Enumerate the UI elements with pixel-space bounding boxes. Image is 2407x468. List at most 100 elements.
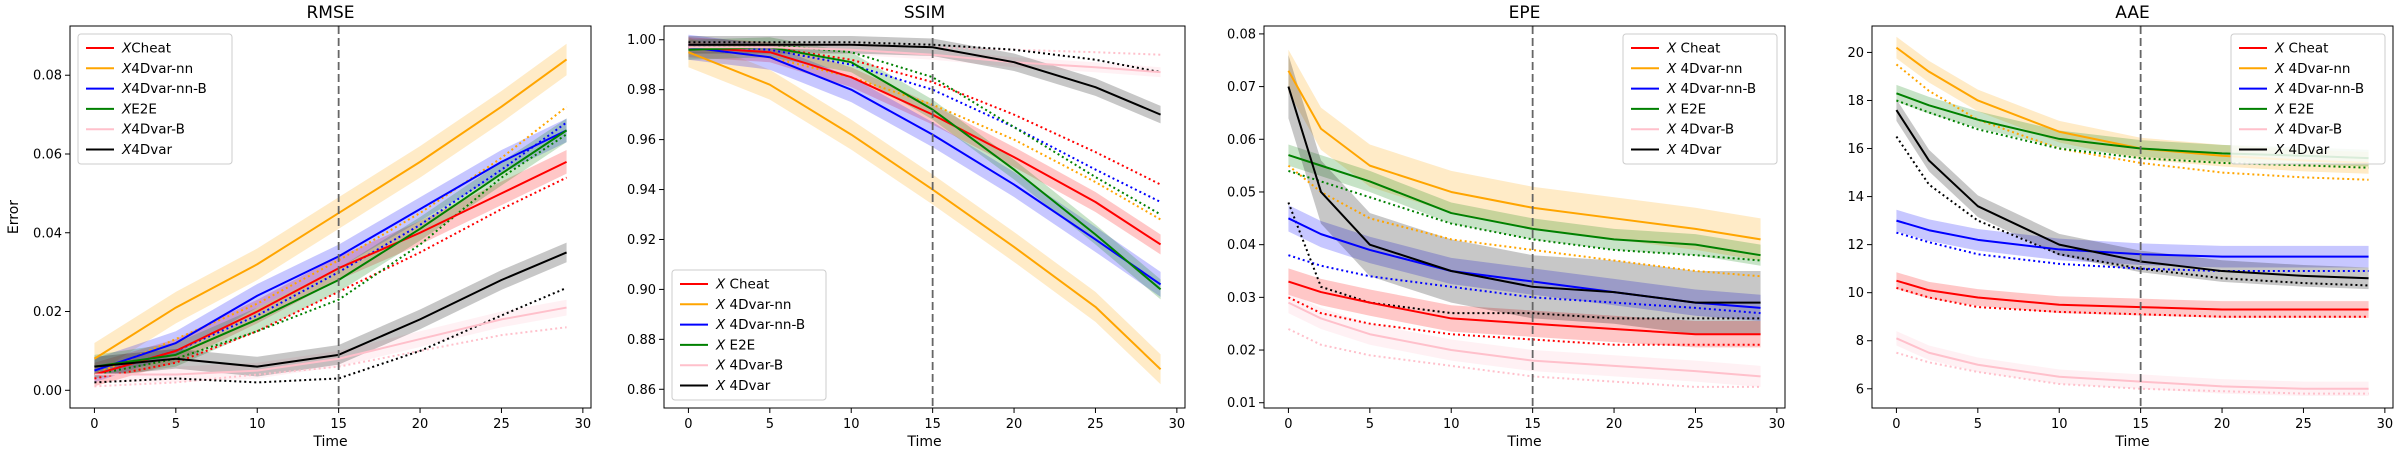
legend-label-cheat: X Cheat (715, 277, 769, 293)
axes-frame (69, 25, 592, 409)
band-4dvar-nn-b (1896, 209, 2369, 268)
dotted-line-4dvar-nn (1895, 63, 2369, 181)
legend-prefix: X (1666, 142, 1677, 158)
chart-title: SSIM (904, 3, 945, 23)
y-tick-label: 10 (1847, 286, 1864, 301)
legend-prefix: X (1666, 41, 1677, 57)
legend-label-4dvar-nn: X 4Dvar-nn (2274, 61, 2350, 77)
legend-label-4dvar-nn: X 4Dvar-nn (715, 297, 791, 313)
y-tick-label: 0.04 (33, 226, 62, 241)
y-tick-label: 0.98 (627, 83, 656, 98)
legend-label-4dvar: X 4Dvar (715, 378, 771, 394)
legend-prefix: X (1666, 101, 1677, 117)
dotted-line-e2e (94, 133, 568, 376)
line-4dvar-nn (1287, 70, 1761, 241)
y-axis-label: Error (6, 200, 22, 234)
x-tick-label: 0 (1892, 417, 1900, 432)
x-tick-label: 10 (249, 417, 266, 432)
x-tick-label: 30 (2377, 417, 2394, 432)
legend-label-e2e: XE2E (121, 101, 157, 117)
legend-series-name: Cheat (1676, 41, 1720, 57)
y-tick-label: 0.08 (1227, 27, 1256, 42)
line-cheat (1288, 280, 1761, 336)
legend-label-4dvar: X 4Dvar (2274, 142, 2330, 158)
band-e2e (94, 118, 567, 379)
legend-prefix: X (121, 122, 132, 138)
legend-label-4dvar-nn-b: X 4Dvar-nn-B (1666, 81, 1756, 97)
legend-prefix: X (121, 41, 132, 57)
legend-series-name: E2E (725, 337, 755, 353)
plot-area (688, 26, 1162, 408)
legend-label-e2e: X E2E (2274, 101, 2314, 117)
line-cheat (1896, 279, 2369, 311)
band-4dvar-b (1288, 292, 1761, 387)
legend-label-4dvar-nn-b: X 4Dvar-nn-B (715, 317, 805, 333)
legend-label-e2e: X E2E (1666, 101, 1706, 117)
legend-box (77, 33, 233, 165)
band-4dvar-b (1896, 331, 2369, 396)
legend-label-4dvar: X4Dvar (121, 142, 172, 158)
band-cheat (1896, 272, 2369, 318)
y-tick-label: 0.90 (627, 283, 656, 298)
legend-prefix: X (715, 378, 726, 394)
x-tick-label: 10 (843, 417, 860, 432)
legend-prefix: X (1666, 81, 1677, 97)
band-4dvar (1288, 54, 1761, 335)
legend-series-name: Cheat (725, 277, 769, 293)
y-tick-label: 0.05 (1227, 185, 1256, 200)
legend-label-cheat: X Cheat (2274, 41, 2328, 57)
legend-series-name: 4Dvar-B (2284, 122, 2342, 138)
x-tick-label: 25 (2295, 417, 2312, 432)
dotted-line-e2e (1896, 99, 2369, 169)
line-4dvar-nn-b (1896, 219, 2369, 258)
ssim-panel: 0 5 10 15 20 25 30 0.86 0.88 0.90 0.92 0.94 0.96 0.98… (627, 3, 1186, 450)
legend-label-4dvar-b: X 4Dvar-B (2274, 122, 2342, 138)
line-4dvar-b (1896, 337, 2369, 390)
legend-label-4dvar-b: X 4Dvar-B (715, 358, 783, 374)
band-e2e (1288, 144, 1761, 266)
legend-box (2230, 33, 2386, 165)
legend-series-name: 4Dvar-nn (725, 297, 791, 313)
aae-panel: 0 5 10 15 20 25 30 6 8 10 12 14 16 18 20 AAE Time X Cheat… (1847, 3, 2394, 450)
legend-label-4dvar: X 4Dvar (1666, 142, 1722, 158)
chart-title: EPE (1509, 3, 1541, 23)
y-tick-label: 0.92 (627, 233, 656, 248)
x-tick-label: 15 (1524, 417, 1541, 432)
legend-prefix: X (121, 101, 132, 117)
legend-prefix: X (715, 358, 726, 374)
legend-prefix: X (715, 297, 726, 313)
y-tick-label: 14 (1847, 190, 1864, 205)
y-tick-label: 0.08 (33, 69, 62, 84)
x-tick-label: 0 (1284, 417, 1292, 432)
epe-panel: 0 5 10 15 20 25 30 0.01 0.02 0.03 0.04 0.05 0.06 0.07… (1227, 3, 1786, 450)
y-tick-label: 0.03 (1227, 291, 1256, 306)
legend-label-e2e: X E2E (715, 337, 755, 353)
y-tick-label: 0.94 (627, 183, 656, 198)
plot-area (93, 26, 568, 408)
x-tick-label: 15 (2132, 417, 2149, 432)
legend-prefix: X (2274, 122, 2285, 138)
band-4dvar-b (688, 42, 1161, 78)
legend-prefix: X (715, 337, 726, 353)
x-tick-label: 20 (412, 417, 429, 432)
y-tick-label: 0.86 (627, 383, 656, 398)
x-axis-label: Time (2114, 434, 2149, 450)
x-axis-label: Time (1506, 434, 1541, 450)
x-tick-label: 25 (493, 417, 510, 432)
legend-series-name: 4Dvar-nn (2284, 61, 2350, 77)
band-cheat (688, 37, 1161, 255)
y-tick-label: 0.01 (1227, 396, 1256, 411)
legend-series-name: 4Dvar (131, 142, 172, 158)
line-4dvar-b (1287, 301, 1761, 378)
y-tick-label: 18 (1847, 94, 1864, 109)
y-tick-label: 16 (1847, 142, 1864, 157)
y-tick-label: 0.02 (1227, 344, 1256, 359)
legend-series-name: 4Dvar-nn-B (1676, 81, 1756, 97)
dotted-line-cheat (1896, 286, 2369, 318)
legend-prefix: X (2274, 41, 2285, 57)
band-4dvar-nn (94, 43, 567, 375)
line-4dvar (1895, 109, 2369, 280)
